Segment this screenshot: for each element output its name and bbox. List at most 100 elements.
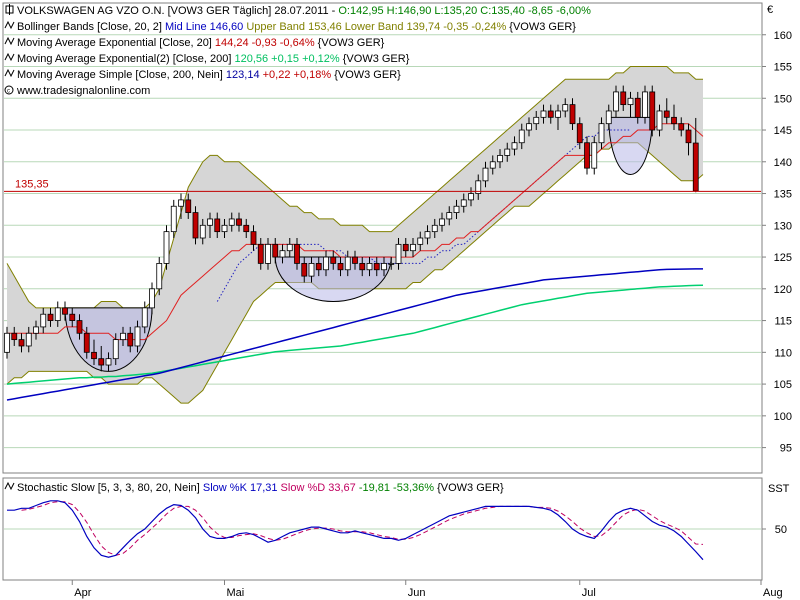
candle-body: [388, 263, 395, 265]
stochastic-k-line: [7, 500, 704, 561]
candle: [453, 199, 460, 219]
candle: [120, 326, 126, 346]
candle: [192, 206, 199, 245]
candle-body: [308, 263, 315, 277]
candle: [504, 142, 511, 162]
stochastic-header-line-part: Slow %D 33,67: [281, 482, 359, 494]
copyright-icon: c: [4, 85, 14, 95]
header-line-part: {VOW3 GER}: [318, 37, 385, 49]
y-tick-label: 155: [774, 62, 792, 74]
candle: [134, 320, 141, 353]
y-tick-label: 150: [774, 93, 792, 105]
header-line-part: O:142,95 H:146,90 L:135,20 C:135,40 -8,6…: [338, 5, 591, 17]
indicator-icon: [4, 20, 15, 30]
stochastic-y-tick-label: 50: [775, 524, 787, 536]
candle: [25, 326, 32, 353]
header-line-part: Moving Average Exponential(2) [Close, 20…: [17, 53, 234, 65]
candle-body: [468, 193, 474, 201]
candle-body: [236, 218, 242, 226]
copyright-circle: [4, 85, 14, 95]
candle-body: [431, 224, 438, 233]
candle: [178, 193, 184, 219]
candle: [547, 104, 554, 124]
candle-body: [149, 288, 155, 309]
candle-body: [526, 123, 532, 131]
candle-body: [649, 91, 656, 131]
candle: [83, 326, 90, 359]
candle-body: [156, 263, 163, 290]
y-tick-label: 160: [774, 30, 792, 42]
candle: [533, 110, 540, 131]
candle: [228, 212, 235, 232]
stochastic-header-line-part: {VOW3 GER}: [437, 482, 504, 494]
candle-body: [576, 123, 583, 144]
candle-body: [620, 91, 627, 106]
header-line: Moving Average Exponential [Close, 20] 1…: [17, 37, 385, 49]
stochastic-header-line-part: Slow %K 17,31: [203, 482, 281, 494]
candle: [424, 225, 431, 245]
wave-glyph: [4, 481, 15, 491]
candle: [265, 238, 271, 270]
indicator-icon: [4, 481, 15, 491]
candle-body: [199, 224, 206, 239]
candle-body: [40, 313, 47, 328]
candle-body: [547, 110, 554, 118]
candle: [69, 307, 76, 327]
candle-body: [134, 326, 141, 347]
candle: [685, 123, 692, 156]
candle-body: [323, 256, 329, 271]
candle: [105, 352, 112, 372]
candle: [417, 231, 424, 251]
candle: [460, 193, 467, 213]
header-line-part: Mid Line 146,60: [165, 21, 246, 33]
y-tick-label: 145: [774, 125, 792, 137]
candle-body: [185, 199, 192, 213]
candle-body: [54, 307, 61, 321]
candle-body: [105, 358, 112, 366]
copyright-mark: c: [7, 89, 10, 95]
candle-body: [11, 332, 18, 341]
candle-body: [228, 218, 235, 226]
candle: [489, 155, 496, 175]
candle: [4, 326, 10, 359]
candle: [439, 212, 445, 232]
header-line-part: 120,56 +0,15 +0,12%: [234, 53, 342, 65]
price-line: 135,35: [4, 178, 761, 192]
candle: [47, 307, 54, 327]
candle: [250, 225, 257, 251]
candle: [584, 136, 590, 175]
candle: [656, 104, 663, 137]
x-tick-label: Jun: [408, 587, 426, 599]
candle-body: [605, 110, 612, 125]
candle-body: [489, 161, 496, 169]
candle: [402, 238, 409, 258]
candle-body: [207, 218, 213, 226]
y-tick-label: 115: [774, 316, 792, 328]
candle-body: [337, 263, 344, 271]
y-tick-label: 110: [774, 347, 792, 359]
candle-body: [417, 237, 424, 245]
y-tick-label: 100: [774, 411, 792, 423]
candle-body: [569, 104, 576, 125]
candle-body: [192, 212, 199, 239]
header-line-part: Moving Average Simple [Close, 200, Nein]: [17, 69, 226, 81]
candle-body: [127, 332, 134, 347]
candle: [634, 91, 641, 124]
header-line-part: VOLKSWAGEN AG VZO O.N. [VOW3 GER Täglich…: [17, 5, 338, 17]
candle: [315, 257, 322, 277]
candle: [352, 250, 358, 270]
candle: [569, 98, 576, 131]
candle: [598, 117, 605, 150]
candle-body: [663, 110, 670, 118]
stochastic-axis-title: SST: [768, 483, 790, 495]
candle: [388, 257, 395, 270]
candle: [337, 257, 344, 277]
candle: [366, 257, 373, 277]
header-line: Moving Average Exponential(2) [Close, 20…: [17, 53, 410, 65]
candle: [294, 238, 300, 270]
candle: [410, 238, 416, 258]
candle-body: [272, 243, 279, 258]
candle: [214, 212, 221, 238]
candle-body: [163, 231, 170, 264]
candle: [141, 301, 148, 334]
